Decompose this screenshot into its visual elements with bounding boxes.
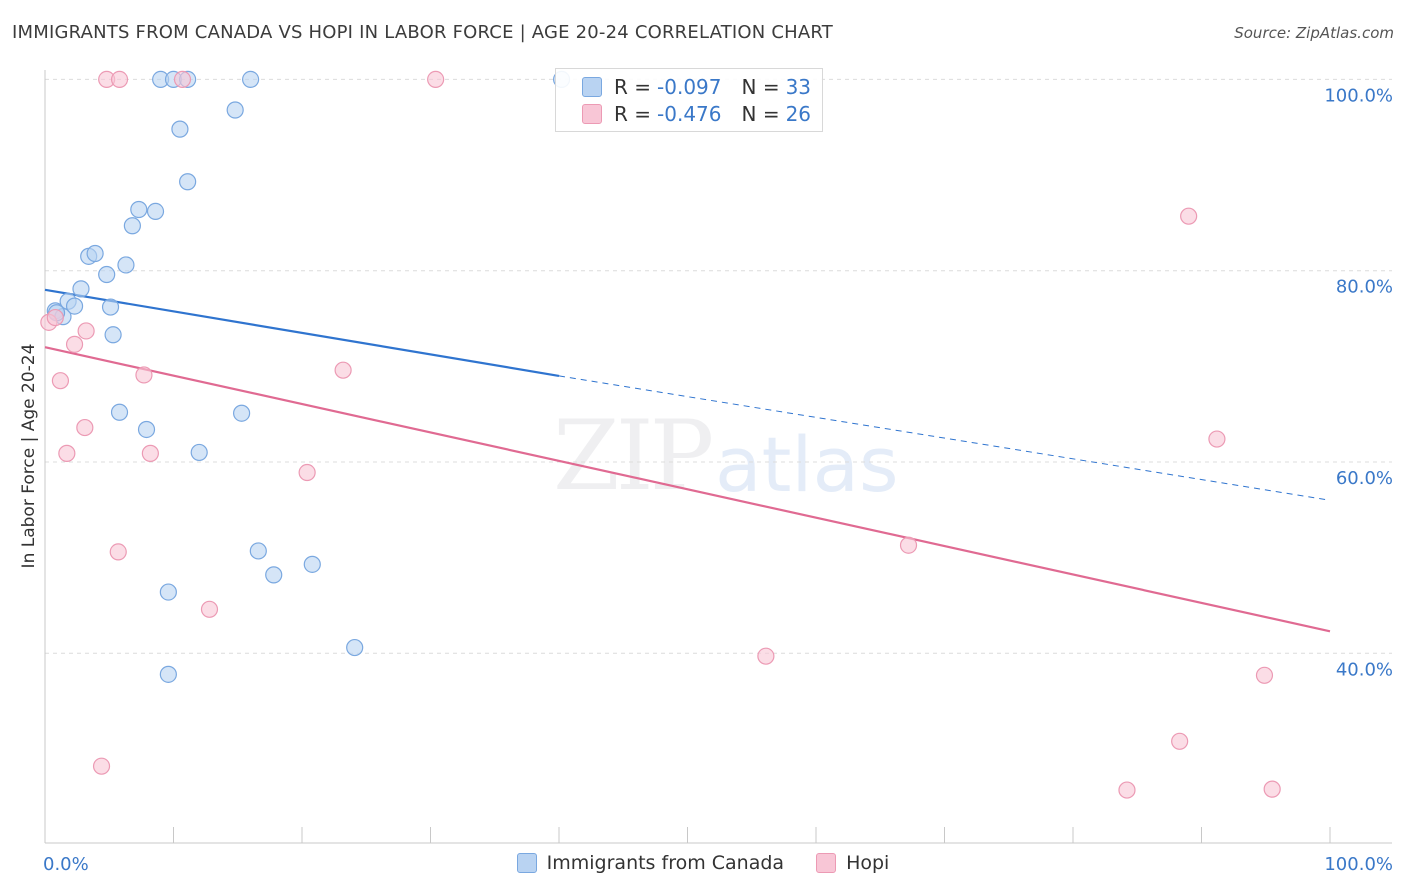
hopi-trend-line (44, 346, 1331, 633)
hopi-point (135, 366, 153, 384)
canada-point (242, 70, 260, 89)
canada-point (346, 638, 364, 657)
x-tick-label-min: 0.0% (43, 854, 89, 875)
hopi-point (46, 308, 64, 327)
canada-point (303, 555, 321, 573)
canada-point (146, 202, 165, 220)
canada-point (65, 297, 84, 315)
tick-label-layer: 40.0% 60.0% 80.0% 100.0% 0.0% 100.0% (43, 85, 1393, 875)
chart-title: IMMIGRANTS FROM CANADA VS HOPI IN LABOR … (12, 22, 833, 43)
trend-layer (44, 288, 1331, 633)
points-layer (40, 70, 1281, 799)
stats-legend: R = -0.097 N = 33 R = -0.476 N = 26 (555, 68, 823, 132)
hopi-point (51, 372, 70, 390)
n-label: N = (741, 75, 780, 99)
hopi-point (1255, 666, 1274, 684)
source-label: Source: ZipAtlas.com (1234, 24, 1394, 42)
canada-legend-swatch (516, 853, 537, 873)
hopi-point (110, 70, 129, 89)
n-value: 33 (785, 75, 812, 99)
canada-point (159, 665, 177, 683)
canada-point (249, 542, 267, 560)
n-label: N = (741, 102, 780, 126)
x-tick-label-max: 100.0% (1324, 854, 1393, 875)
watermark-atlas: atlas (715, 420, 899, 509)
hopi-point (899, 536, 918, 554)
y-tick-label: 40.0% (1336, 659, 1393, 680)
r-label: R = (614, 75, 652, 99)
canada-point (130, 200, 148, 219)
hopi-point (173, 70, 192, 89)
hopi-point (1118, 781, 1136, 799)
stats-row-hopi: R = -0.476 N = 26 (582, 102, 811, 126)
hopi-point (76, 418, 94, 437)
canada-point (265, 566, 283, 584)
hopi-point (334, 361, 352, 379)
legend-item-hopi[interactable]: Hopi (816, 852, 889, 874)
hopi-point (1171, 732, 1189, 750)
legend-label-hopi: Hopi (846, 852, 890, 874)
r-label: R = (614, 102, 652, 126)
canada-trend-extension (558, 375, 1331, 501)
hopi-point (298, 463, 316, 482)
canada-point (233, 404, 251, 422)
canada-point (98, 265, 116, 284)
hopi-point (65, 335, 84, 353)
axis-layer (44, 70, 1392, 844)
canada-point (137, 420, 156, 439)
canada-point (226, 101, 244, 119)
canada-point (117, 256, 135, 274)
canada-point (171, 120, 189, 138)
r-value: -0.476 (657, 102, 722, 126)
hopi-legend-swatch (816, 853, 837, 873)
hopi-point (427, 70, 445, 89)
y-tick-label: 80.0% (1336, 277, 1393, 298)
canada-point (159, 583, 177, 601)
legend-item-canada[interactable]: Immigrants from Canada (516, 852, 785, 874)
hopi-point (200, 600, 219, 618)
stats-row-canada: R = -0.097 N = 33 (582, 75, 811, 99)
y-tick-label: 100.0% (1324, 85, 1393, 106)
hopi-point (58, 444, 76, 462)
grid-layer (45, 78, 1392, 654)
n-value: 26 (785, 102, 812, 126)
y-tick-label: 60.0% (1336, 468, 1393, 489)
canada-point (101, 298, 120, 316)
canada-swatch (582, 77, 602, 97)
hopi-point (1263, 780, 1281, 798)
canada-point (72, 280, 90, 298)
watermark-zip: ZIP (553, 400, 714, 512)
hopi-point (1180, 207, 1198, 225)
legend-label-canada: Immigrants from Canada (546, 852, 785, 874)
canada-point (86, 244, 104, 263)
canada-point (110, 403, 129, 421)
canada-point (179, 173, 197, 191)
hopi-point (757, 647, 775, 665)
y-axis-label: In Labor Force | Age 20-24 (19, 343, 39, 569)
hopi-point (92, 757, 111, 775)
hopi-point (77, 322, 95, 340)
canada-point (104, 326, 122, 344)
canada-trend-line (44, 288, 560, 377)
series-legend: Immigrants from Canada Hopi (0, 852, 1406, 874)
canada-point (123, 217, 141, 235)
hopi-point (141, 444, 159, 462)
hopi-point (1208, 430, 1226, 448)
hopi-swatch (582, 104, 602, 124)
hopi-point (109, 543, 127, 561)
r-value: -0.097 (657, 75, 722, 99)
canada-point (190, 443, 208, 462)
